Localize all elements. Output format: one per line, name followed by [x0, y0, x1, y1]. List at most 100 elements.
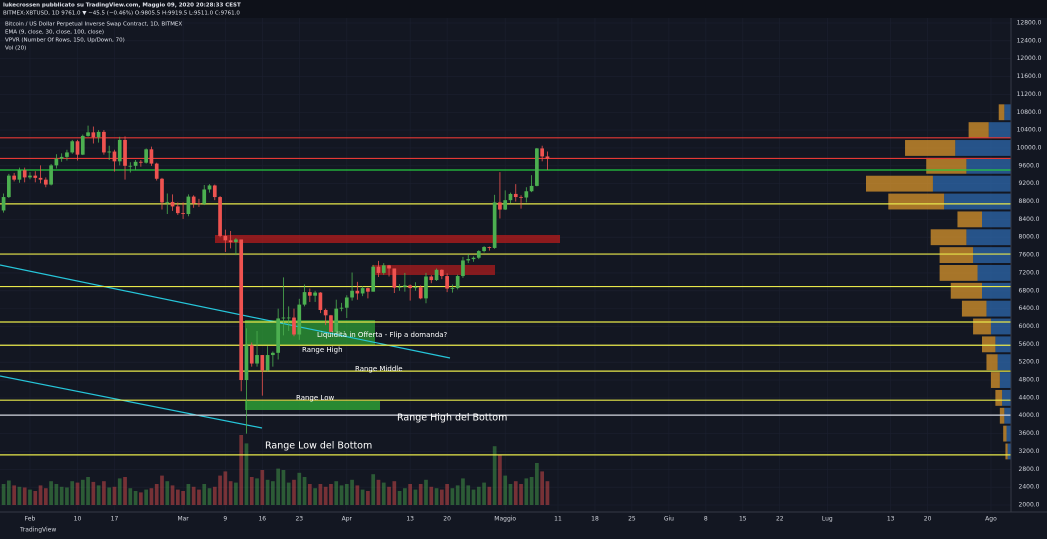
volume-bar [445, 484, 449, 505]
volume-bar [249, 477, 254, 505]
candle-body [86, 132, 90, 136]
volume-bar [144, 489, 148, 505]
candle-body [239, 239, 244, 381]
chart-title: Bitcoin / US Dollar Perpetual Inverse Sw… [5, 22, 182, 28]
profile-down [866, 175, 933, 192]
x-tick-label: 23 [295, 516, 303, 523]
volume-bar [492, 446, 497, 505]
profile-down [888, 193, 945, 210]
profile-up [1007, 443, 1011, 460]
y-tick-label: 4800.0 [1019, 377, 1040, 384]
profile-up [966, 157, 1011, 174]
profile-down [999, 407, 1005, 424]
volume-bar [392, 481, 397, 505]
profile-up [982, 282, 1011, 299]
volume-bar [329, 484, 333, 505]
candle-body [1, 197, 6, 211]
volume-bar [102, 481, 106, 505]
candle-body [170, 201, 175, 207]
volume-bar [535, 463, 539, 505]
candle-body [286, 317, 291, 319]
volume-bar [461, 478, 465, 505]
volume-bar [255, 478, 259, 505]
profile-up [966, 229, 1011, 246]
volume-bar [434, 488, 439, 505]
profile-down [986, 354, 998, 371]
volume-bar [133, 491, 138, 505]
candle-body [329, 315, 333, 332]
profile-down [990, 372, 1000, 388]
candle-body [344, 297, 349, 308]
profile-up [1004, 407, 1011, 424]
volume-bar [260, 470, 265, 505]
volume-bar [234, 482, 238, 505]
volume-bar [371, 474, 376, 505]
volume-bar [70, 481, 75, 505]
profile-down [939, 247, 974, 263]
volume-bar [191, 486, 196, 505]
trend-line [0, 264, 451, 359]
volume-bar [212, 486, 217, 505]
candle-body [265, 355, 270, 371]
volume-bar [207, 488, 212, 505]
volume-bar [424, 479, 428, 505]
profile-down [939, 265, 978, 281]
volume-bar [175, 489, 180, 505]
candle-body [381, 265, 386, 273]
y-tick-label: 2400.0 [1019, 484, 1040, 491]
candle-body [207, 185, 212, 190]
volume-bar [302, 477, 307, 505]
volume-bar [123, 477, 127, 505]
volume-bar [540, 471, 545, 505]
y-tick-label: 12000.0 [1017, 55, 1042, 62]
candle-body [271, 352, 275, 356]
volume-bar [33, 491, 38, 505]
candle-body [96, 131, 101, 138]
candle-body [498, 202, 502, 210]
volume-bar [54, 484, 59, 505]
candle-body [175, 206, 180, 214]
drawings [0, 235, 560, 429]
candle-body [318, 292, 323, 310]
y-tick-label: 3600.0 [1019, 430, 1040, 437]
candle-body [43, 179, 48, 185]
profile-up [955, 140, 1011, 156]
candle-body [128, 165, 133, 167]
symbol: BITMEX:XBTUSD, 1D 9761.0 ▼ −45.5 (−0.46%… [3, 11, 240, 17]
candle-body [482, 247, 486, 252]
y-tick-label: 9200.0 [1019, 180, 1040, 187]
volume-bar [508, 484, 513, 505]
volume-bar [170, 485, 175, 505]
profile-down [957, 211, 982, 228]
volume-bar [271, 481, 275, 505]
volume-bar [276, 468, 280, 505]
volume-bar [334, 481, 339, 505]
candle-body [540, 148, 545, 157]
profile-up [986, 300, 1011, 317]
volume-bar [344, 484, 349, 505]
candle-body [487, 247, 492, 248]
profile-up [973, 247, 1011, 263]
volume-bar [75, 482, 80, 505]
x-tick-label: 17 [111, 516, 119, 523]
candle-body [276, 318, 280, 353]
profile-up [999, 372, 1011, 388]
volume-bar [297, 472, 302, 505]
candle-body [466, 259, 471, 261]
volume-pane [1, 435, 550, 505]
candle-body [91, 132, 96, 138]
profile-up [990, 318, 1011, 335]
volume-bar [59, 486, 64, 505]
volume-bar [91, 481, 96, 505]
y-tick-label: 3200.0 [1019, 448, 1040, 455]
volume-bar [408, 484, 413, 505]
volume-bar [313, 488, 317, 505]
y-tick-label: 8000.0 [1019, 234, 1040, 241]
y-tick-label: 9600.0 [1019, 162, 1040, 169]
volume-bar [381, 482, 386, 505]
volume-bar [154, 484, 159, 505]
candle-body [249, 345, 254, 364]
volume-bar [197, 489, 201, 505]
candle-body [234, 239, 238, 243]
candle-body [434, 269, 439, 281]
